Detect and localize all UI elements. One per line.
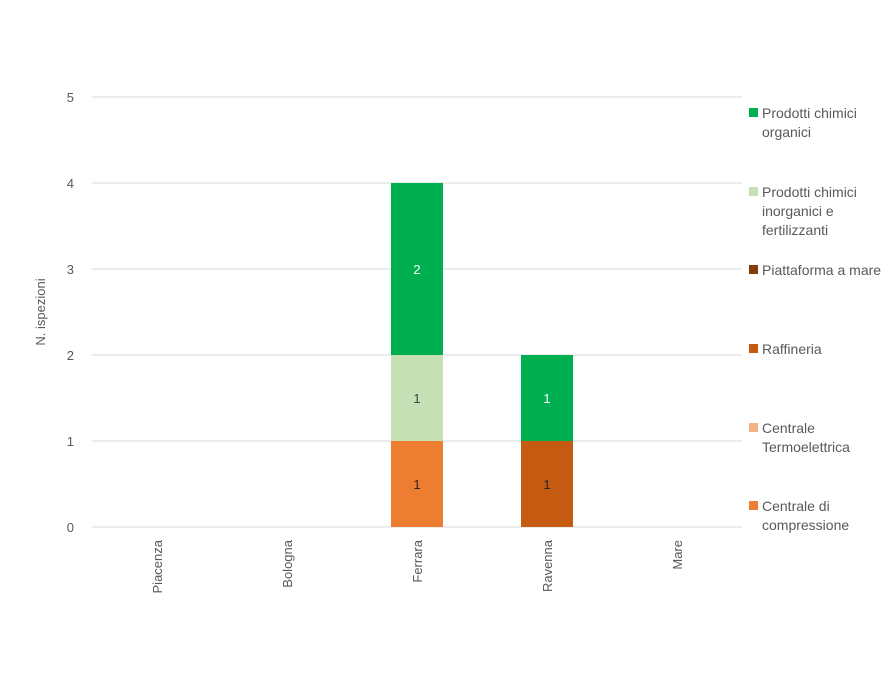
legend-label: Centrale di compressione	[762, 498, 850, 533]
data-label: 1	[413, 477, 420, 492]
x-tick-label: Bologna	[280, 539, 295, 587]
bar-segment	[391, 183, 443, 355]
x-tick-label: Piacenza	[150, 539, 165, 593]
y-tick-label: 3	[67, 262, 74, 277]
bar-segment	[391, 355, 443, 441]
data-label: 1	[543, 391, 550, 406]
legend-label: Prodotti chimici inorganici e fertilizza…	[762, 184, 857, 238]
legend-swatch	[749, 501, 758, 510]
y-axis-title: N. ispezioni	[33, 278, 48, 345]
data-label: 1	[413, 391, 420, 406]
bar-segment	[521, 355, 573, 441]
legend-label: Raffineria	[762, 341, 822, 357]
y-tick-label: 5	[67, 90, 74, 105]
bar-segment	[391, 441, 443, 527]
legend-swatch	[749, 187, 758, 196]
y-tick-label: 0	[67, 520, 74, 535]
data-label: 1	[543, 477, 550, 492]
y-tick-label: 2	[67, 348, 74, 363]
x-tick-label: Ferrara	[410, 539, 425, 582]
legend-swatch	[749, 423, 758, 432]
x-tick-label: Ravenna	[540, 539, 555, 592]
x-tick-label: Mare	[670, 540, 685, 570]
legend-label: Piattaforma a mare	[762, 262, 882, 278]
legend-swatch	[749, 265, 758, 274]
y-tick-label: 1	[67, 434, 74, 449]
y-tick-label: 4	[67, 176, 74, 191]
bar-segment	[521, 441, 573, 527]
legend-label: Prodotti chimici organici	[762, 105, 857, 140]
legend-swatch	[749, 344, 758, 353]
legend-swatch	[749, 108, 758, 117]
legend-label: Centrale Termoelettrica	[762, 420, 850, 455]
data-label: 2	[413, 262, 420, 277]
